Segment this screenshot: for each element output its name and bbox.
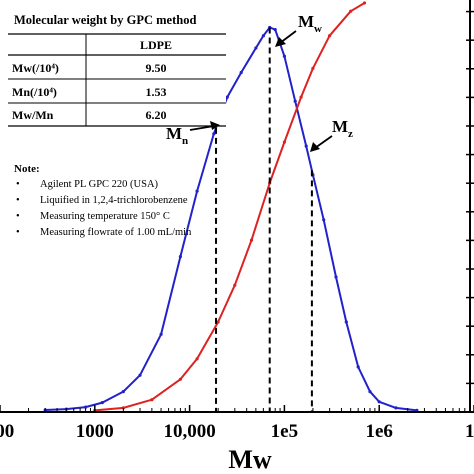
data-point bbox=[261, 34, 265, 38]
table-row-value: 1.53 bbox=[146, 85, 167, 99]
series-line bbox=[45, 26, 418, 412]
data-point bbox=[356, 365, 360, 369]
data-point bbox=[349, 9, 353, 13]
data-point bbox=[304, 144, 308, 148]
data-point bbox=[249, 238, 254, 242]
table-row-value: 9.50 bbox=[146, 61, 167, 75]
data-point bbox=[195, 357, 199, 361]
x-tick-label: 10,000 bbox=[163, 421, 215, 442]
table-background bbox=[8, 5, 226, 127]
data-point bbox=[334, 275, 338, 279]
x-tick-label: 1e6 bbox=[365, 421, 392, 442]
data-point bbox=[121, 406, 125, 410]
series-group bbox=[43, 25, 419, 412]
x-tick-label: 100 bbox=[0, 421, 14, 442]
table-row-value: 6.20 bbox=[146, 108, 167, 122]
note-item: Measuring temperature 150° C bbox=[40, 211, 170, 222]
data-point bbox=[225, 95, 229, 99]
data-point bbox=[212, 132, 216, 136]
marker-label-mz: Mz bbox=[332, 117, 353, 140]
table-row-label: Mw(/10⁴) bbox=[12, 61, 59, 75]
gpc-table: Molecular weight by GPC method LDPE Mw(/… bbox=[8, 5, 226, 127]
data-point bbox=[362, 1, 367, 5]
data-point bbox=[239, 70, 243, 75]
table-row-label: Mw/Mn bbox=[12, 108, 54, 122]
data-point bbox=[344, 320, 348, 324]
axes: 100 1000 10,000 1e5 1e6 1e bbox=[0, 0, 474, 442]
marker-mz-annotation: Mz bbox=[310, 117, 353, 152]
marker-arrow-mn bbox=[189, 125, 215, 131]
note-title: Note: bbox=[14, 163, 40, 175]
note-bullet: • bbox=[16, 211, 20, 222]
marker-mw-annotation: Mw bbox=[275, 12, 322, 47]
data-point bbox=[377, 400, 381, 404]
series-layer bbox=[43, 1, 419, 412]
data-point bbox=[178, 255, 182, 259]
data-point bbox=[138, 373, 142, 377]
data-point bbox=[273, 28, 277, 32]
marker-label-mn: Mn bbox=[166, 124, 188, 147]
data-point bbox=[195, 189, 199, 193]
data-point bbox=[216, 320, 220, 324]
note-bullet: • bbox=[16, 195, 20, 206]
marker-label-mw: Mw bbox=[298, 12, 322, 35]
data-point bbox=[368, 390, 372, 394]
data-point bbox=[121, 390, 125, 394]
x-tick-label: 1e5 bbox=[271, 421, 298, 442]
data-point bbox=[299, 95, 303, 99]
marker-arrowhead-mz bbox=[310, 142, 320, 152]
x-tick-label: 1000 bbox=[76, 421, 114, 442]
data-point bbox=[254, 46, 258, 50]
marker-mn-annotation: Mn bbox=[166, 121, 220, 147]
data-point bbox=[293, 99, 297, 103]
table-title: Molecular weight by GPC method bbox=[14, 13, 196, 27]
marker-arrow-mz bbox=[314, 135, 333, 149]
data-point bbox=[394, 406, 398, 410]
data-point bbox=[282, 54, 286, 58]
table-header-ldpe: LDPE bbox=[140, 38, 172, 52]
data-point bbox=[84, 405, 88, 409]
x-axis-title: Mw bbox=[228, 445, 272, 474]
marker-lines bbox=[215, 27, 313, 412]
data-point bbox=[100, 401, 104, 405]
data-point bbox=[150, 398, 154, 402]
marker-arrowhead-mn bbox=[210, 121, 220, 130]
note-bullet: • bbox=[16, 179, 20, 190]
data-point bbox=[233, 283, 237, 287]
note-item: Agilent PL GPC 220 (USA) bbox=[40, 179, 159, 190]
x-tick-label: 1e bbox=[465, 421, 474, 442]
note-item: Measuring flowrate of 1.00 mL/min bbox=[40, 227, 192, 238]
data-point bbox=[322, 218, 326, 222]
note-bullet: • bbox=[16, 227, 20, 238]
data-point bbox=[311, 66, 315, 70]
marker-arrowhead-mw bbox=[275, 37, 286, 47]
note-item: Liquified in 1,2,4-trichlorobenzene bbox=[40, 195, 188, 206]
data-point bbox=[282, 140, 286, 144]
data-point bbox=[178, 377, 182, 381]
data-point bbox=[328, 34, 332, 38]
note-block: Note: • Agilent PL GPC 220 (USA) • Liqui… bbox=[14, 163, 192, 238]
table-row-label: Mn(/10⁴) bbox=[12, 85, 57, 99]
series-group bbox=[93, 1, 367, 412]
data-point bbox=[159, 332, 163, 336]
